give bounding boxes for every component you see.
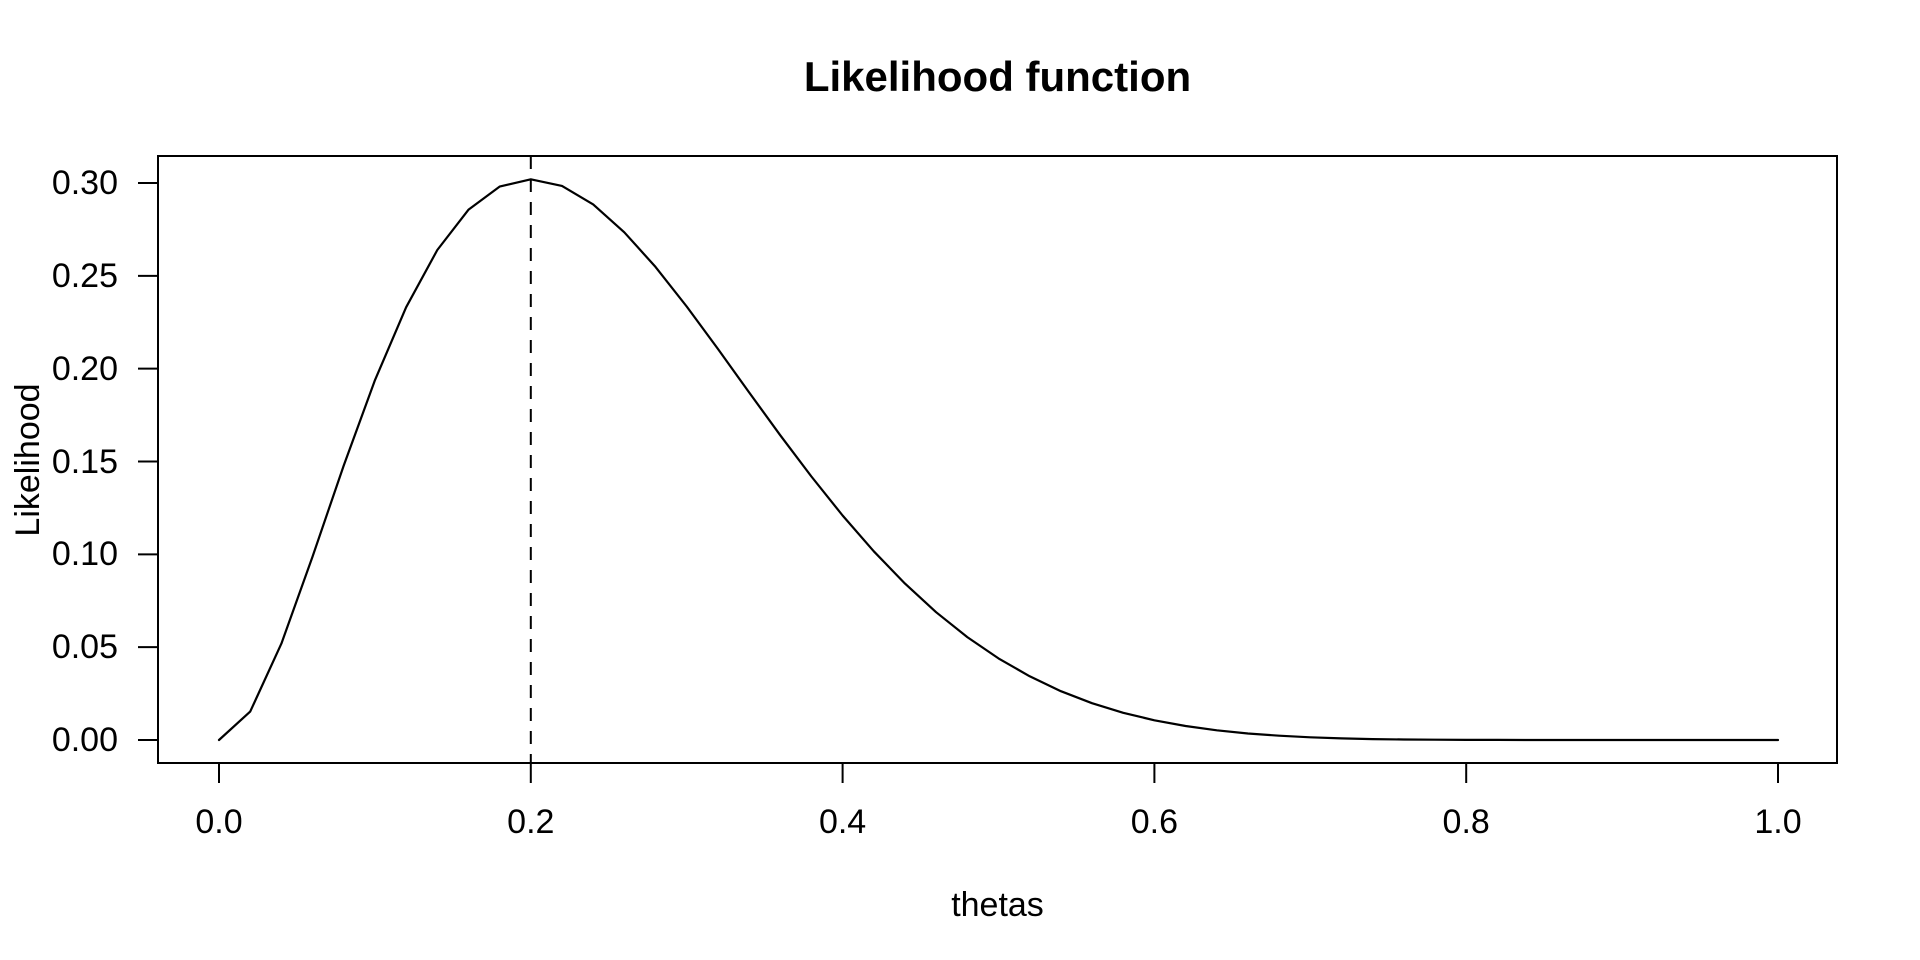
y-tick-label: 0.05 <box>51 628 118 667</box>
x-tick-label: 0.0 <box>195 803 243 841</box>
y-tick-label: 0.25 <box>51 256 118 295</box>
chart-title: Likelihood function <box>803 53 1192 100</box>
y-tick-label: 0.20 <box>51 349 118 388</box>
plot-box <box>157 155 1838 764</box>
x-tick-label: 1.0 <box>1754 803 1802 841</box>
y-tick-label: 0.00 <box>51 721 118 759</box>
x-tick-label: 0.4 <box>818 803 867 841</box>
likelihood-curve <box>217 178 1780 742</box>
x-axis-label: thetas <box>951 886 1044 924</box>
y-tick-label: 0.30 <box>51 163 118 202</box>
y-tick-label: 0.15 <box>51 442 118 481</box>
y-tick-label: 0.10 <box>51 535 118 574</box>
x-tick-label: 0.6 <box>1130 803 1179 841</box>
x-tick-label: 0.2 <box>507 803 555 841</box>
x-tick-label: 0.8 <box>1442 803 1490 841</box>
